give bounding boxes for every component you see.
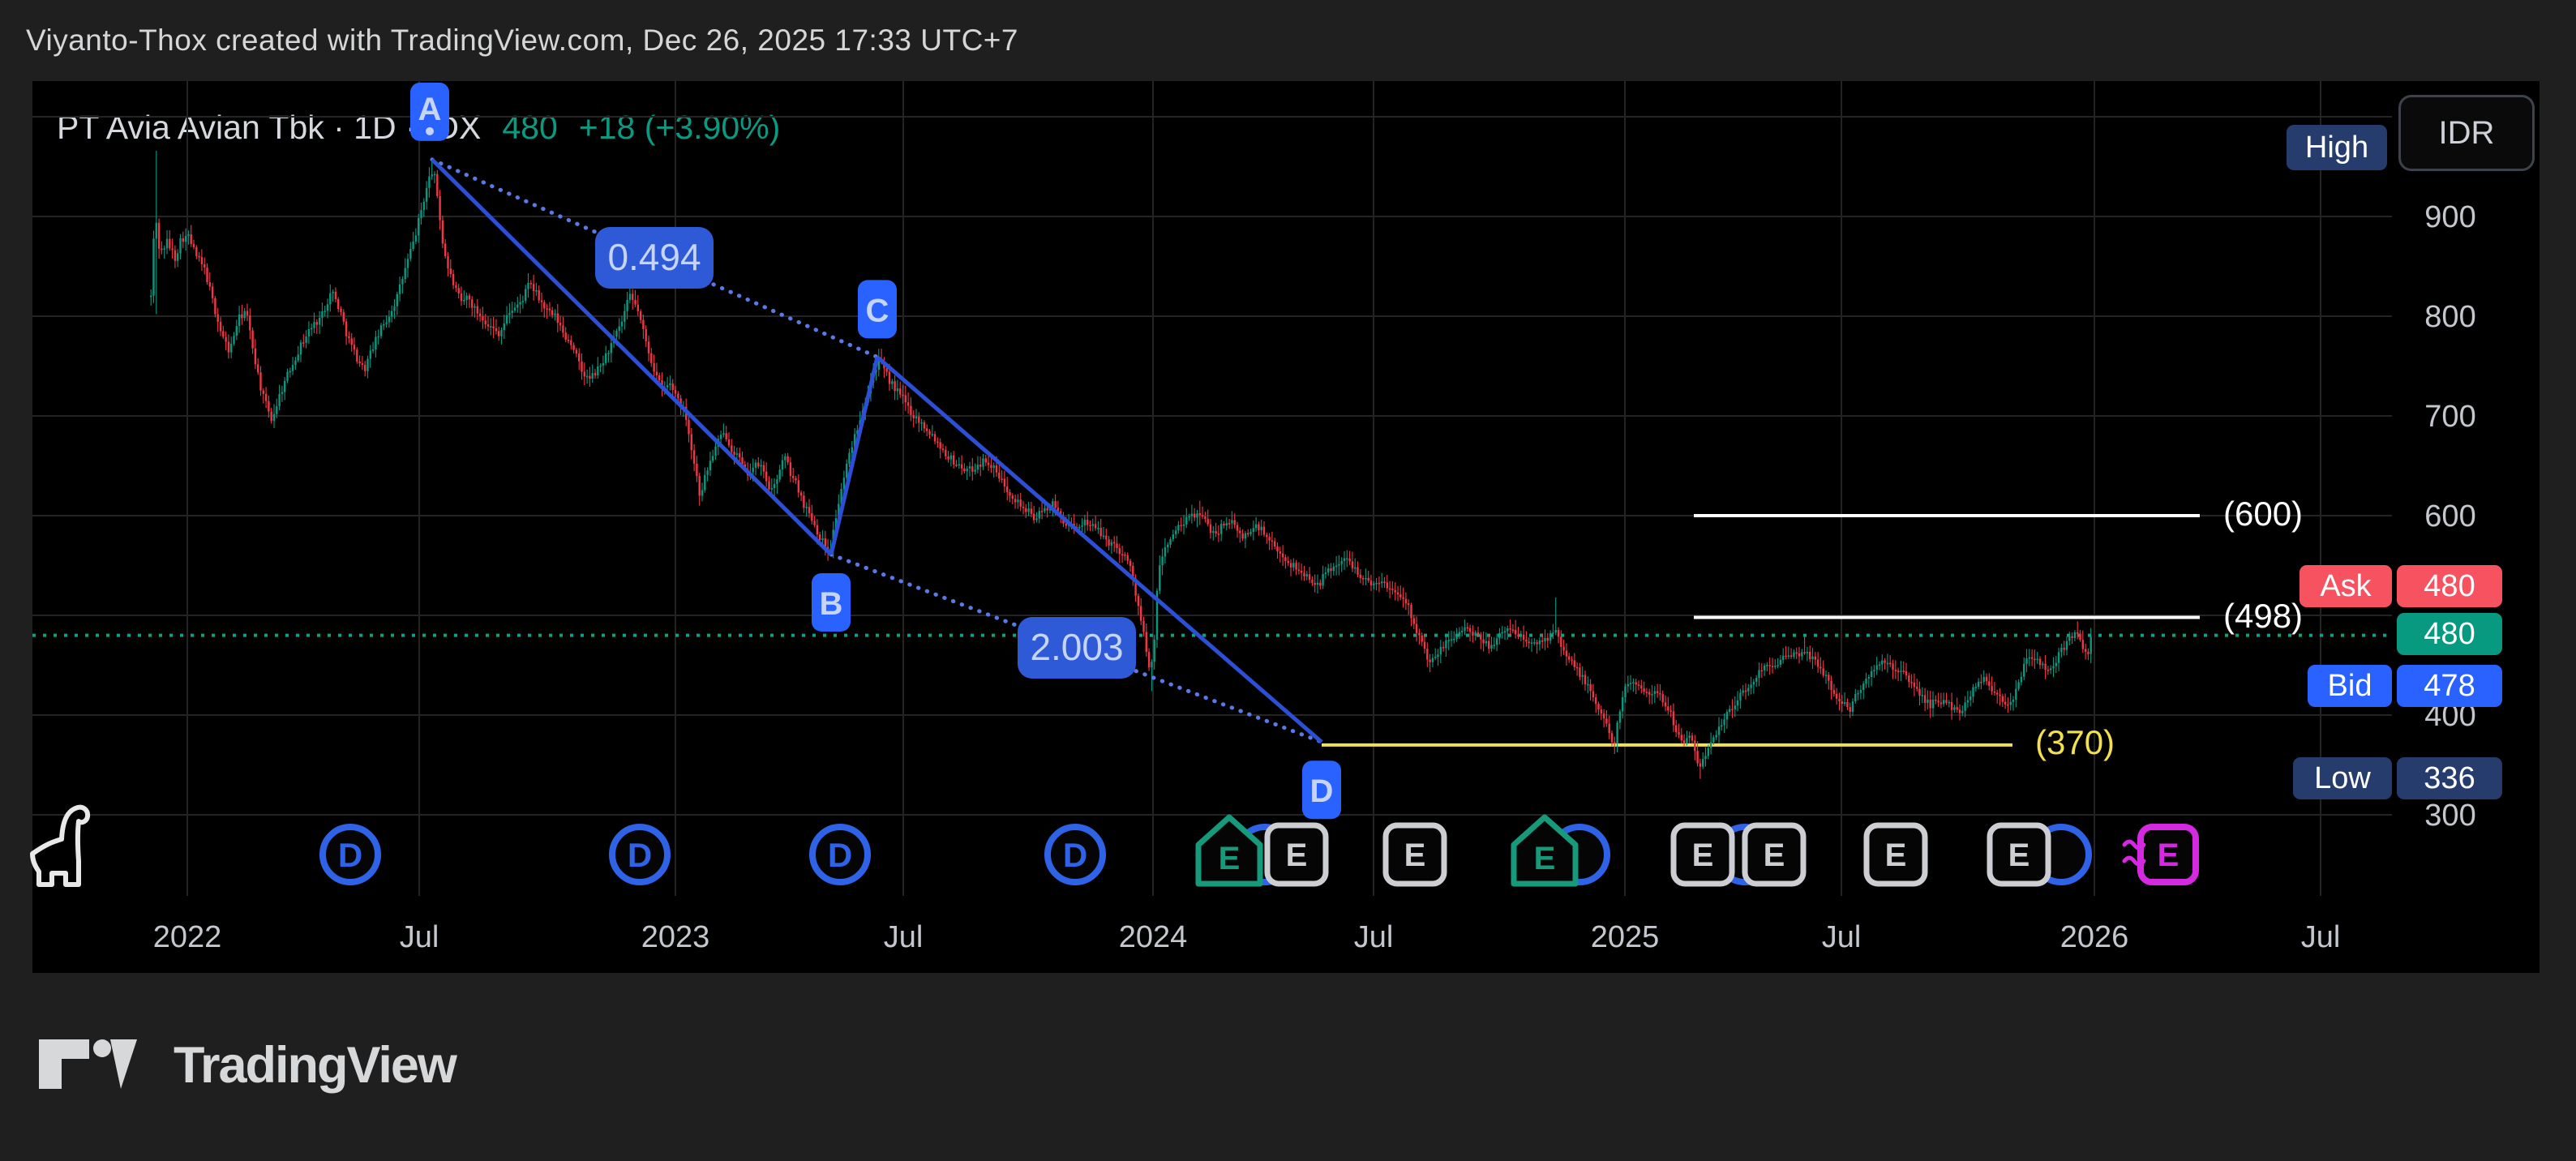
chart-pane: PT Avia Avian Tbk · 1D · IDX 480 +18 (+3… — [32, 81, 2540, 973]
low-badge: Low — [2293, 757, 2392, 799]
low-value-badge: 336 — [2397, 757, 2502, 799]
symbol-title: PT Avia Avian Tbk · 1D · IDX — [57, 109, 482, 146]
tradingview-mark-icon — [39, 1039, 137, 1089]
last-price-value: 480 — [2424, 616, 2475, 651]
tradingview-logo: TradingView — [39, 1037, 457, 1094]
currency-toggle-button[interactable]: IDR — [2398, 95, 2535, 171]
chart-legend: PT Avia Avian Tbk · 1D · IDX 480 +18 (+3… — [57, 109, 780, 147]
last-price-badge: 480 — [2397, 613, 2502, 655]
attribution-bar: Viyanto-Thox created with TradingView.co… — [0, 0, 2576, 81]
tradingview-logo-text: TradingView — [174, 1037, 457, 1094]
low-value: 336 — [2424, 760, 2475, 795]
bid-badge: Bid — [2308, 665, 2392, 707]
price-change: +18 (+3.90%) — [578, 109, 781, 146]
bid-value-badge: 478 — [2397, 665, 2502, 707]
ask-value: 480 — [2424, 568, 2475, 603]
ask-badge: Ask — [2300, 565, 2392, 607]
dino-icon — [30, 804, 91, 887]
attribution-text: Viyanto-Thox created with TradingView.co… — [26, 24, 1018, 57]
level-label-600: (600) — [2223, 495, 2304, 533]
level-label-370: (370) — [2035, 723, 2115, 761]
low-badge-label: Low — [2314, 760, 2371, 795]
last-price: 480 — [502, 109, 558, 146]
currency-label: IDR — [2438, 114, 2495, 151]
high-badge: High — [2287, 125, 2387, 170]
bid-badge-label: Bid — [2327, 668, 2372, 703]
ask-badge-label: Ask — [2320, 568, 2372, 603]
ask-value-badge: 480 — [2397, 565, 2502, 607]
bid-value: 478 — [2424, 668, 2475, 703]
dino-outline — [30, 804, 91, 887]
level-label-498: (498) — [2223, 597, 2304, 635]
high-badge-label: High — [2304, 130, 2369, 165]
